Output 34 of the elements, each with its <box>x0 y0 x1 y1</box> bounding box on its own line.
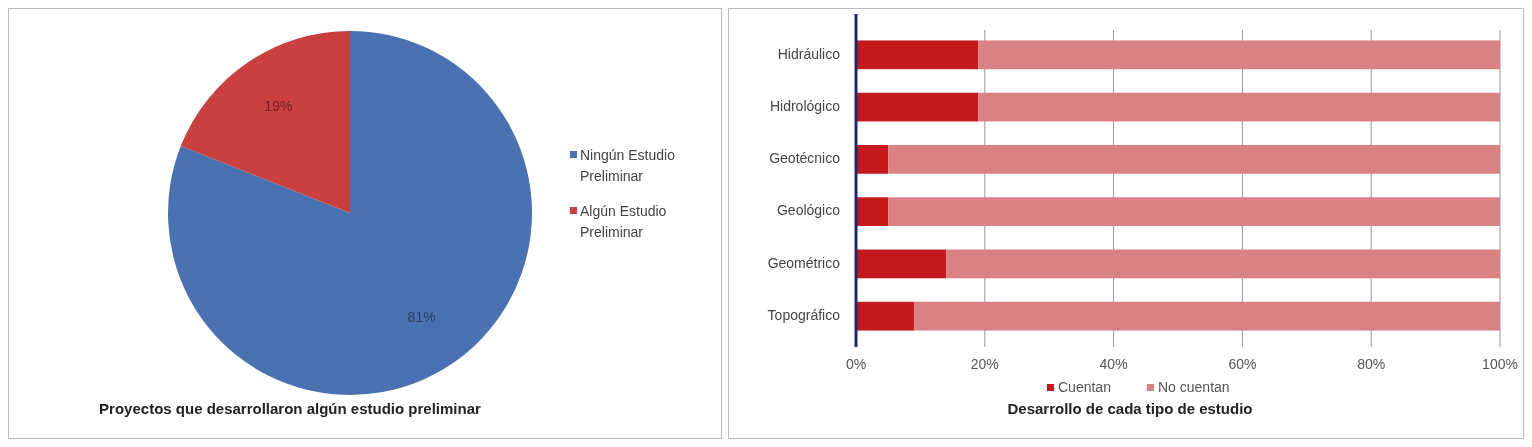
x-tick-label: 80% <box>1357 355 1386 372</box>
bar <box>856 144 889 174</box>
bar <box>856 197 889 227</box>
bar <box>913 301 1500 331</box>
legend-label: No cuentan <box>1158 378 1230 395</box>
bar <box>888 144 1500 174</box>
pie-slice <box>180 31 350 213</box>
text: Proyectos que desarrollaron algún estudio preliminar <box>99 400 482 417</box>
x-tick-label: 60% <box>1228 355 1257 372</box>
legend-label: Algún Estudio Preliminar <box>580 202 667 240</box>
bar <box>856 301 914 331</box>
y-tick-label: Hidráulico <box>777 45 841 62</box>
y-tick-label: Geotécnico <box>769 150 841 167</box>
bar <box>978 92 1500 122</box>
bar <box>978 40 1500 70</box>
data-label: 81% <box>407 309 436 326</box>
x-tick-label: 0% <box>845 355 867 372</box>
pie-slice <box>168 31 532 395</box>
x-tick-label: 100% <box>1482 355 1518 372</box>
y-tick-label: Geológico <box>776 202 841 219</box>
legend-label: Cuentan <box>1058 378 1111 395</box>
bar <box>856 40 979 70</box>
y-tick-label: Topográfico <box>767 306 841 323</box>
x-tick-label: 20% <box>970 355 999 372</box>
bar <box>946 249 1500 279</box>
y-tick-label: Hidrológico <box>769 97 841 114</box>
data-label: 19% <box>264 98 293 115</box>
legend-label: Ningún Estudio Preliminar <box>580 146 676 184</box>
bar <box>856 249 947 279</box>
bar <box>888 197 1500 227</box>
y-tick-label: Geométrico <box>767 254 841 271</box>
x-tick-label: 40% <box>1099 355 1128 372</box>
text: Desarrollo de cada tipo de estudio <box>1007 400 1253 417</box>
bar <box>856 92 979 122</box>
